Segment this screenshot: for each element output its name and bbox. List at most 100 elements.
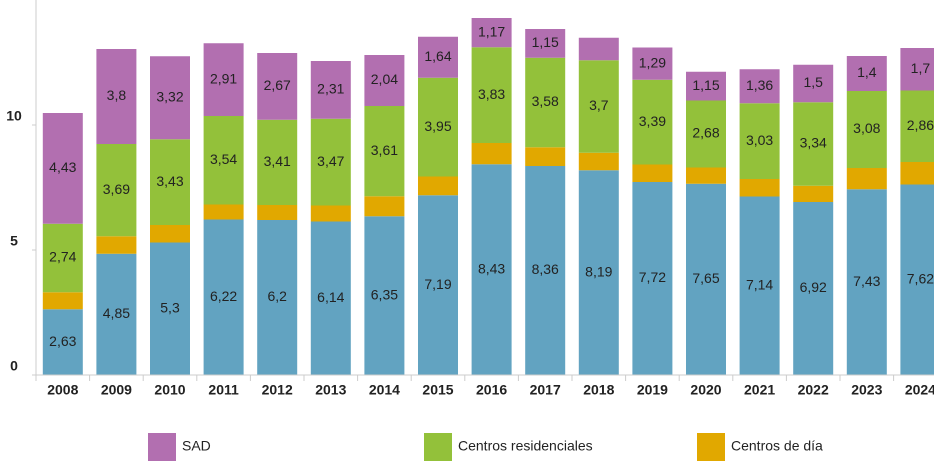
data-label: 2,63 — [49, 333, 76, 349]
x-tick-label: 2010 — [154, 382, 185, 398]
bar-segment — [203, 219, 244, 375]
legend-label: Centros de día — [731, 438, 823, 454]
bar-segment — [418, 195, 458, 375]
bar-segment — [686, 183, 726, 375]
bar-segment — [686, 167, 726, 184]
data-label: 3,32 — [156, 88, 183, 104]
bar-segment — [150, 56, 190, 140]
data-label: 1,64 — [424, 48, 451, 64]
bar-segment — [418, 77, 458, 177]
data-label: 3,34 — [800, 135, 827, 151]
data-label: 3,54 — [210, 151, 237, 167]
data-label: 6,92 — [800, 279, 827, 295]
data-label: 6,14 — [317, 289, 344, 305]
bar-segment — [793, 102, 834, 186]
x-tick-label: 2008 — [47, 382, 78, 398]
data-label: 3,8 — [107, 87, 127, 103]
y-tick-label: 10 — [6, 108, 22, 124]
bar-segment — [578, 152, 619, 171]
bar-segment — [310, 221, 351, 375]
data-label: 2,04 — [371, 71, 398, 87]
bar-segment — [686, 71, 726, 101]
data-label: 1,17 — [478, 23, 505, 39]
bar-segment — [578, 60, 619, 153]
bar-segment — [632, 182, 673, 375]
x-tick-label: 2011 — [208, 382, 239, 398]
data-label: 2,86 — [907, 117, 934, 133]
bar-segment — [310, 61, 351, 119]
x-tick-label: 2021 — [744, 382, 775, 398]
legend-swatch — [424, 433, 452, 461]
data-label: 1,15 — [692, 77, 719, 93]
data-label: 7,65 — [692, 270, 719, 286]
x-tick-label: 2022 — [798, 382, 829, 398]
bar-segment — [150, 225, 190, 243]
bar-segment — [739, 69, 780, 104]
data-label: 3,47 — [317, 153, 344, 169]
data-label: 6,2 — [267, 288, 287, 304]
bar-segment — [257, 53, 298, 120]
bar-segment — [96, 236, 137, 254]
bar-segment — [793, 64, 834, 103]
x-tick-label: 2016 — [476, 382, 507, 398]
bar-segment — [632, 164, 673, 182]
bar-segment — [96, 144, 137, 237]
x-tick-label: 2024 — [905, 382, 934, 398]
bar-segment — [42, 113, 83, 224]
bar-segment — [846, 56, 887, 91]
data-label: 7,72 — [639, 269, 666, 285]
data-label: 7,19 — [424, 276, 451, 292]
x-tick-label: 2017 — [530, 382, 561, 398]
data-label: 6,22 — [210, 288, 237, 304]
bar-segment — [471, 47, 512, 143]
bar-segment — [793, 185, 834, 202]
legend-swatch — [148, 433, 176, 461]
data-label: 3,61 — [371, 142, 398, 158]
data-label: 2,67 — [264, 77, 291, 93]
bar-segment — [846, 91, 887, 168]
bar-segment — [96, 253, 137, 375]
bar-segment — [632, 79, 673, 165]
bar-segment — [364, 196, 405, 217]
bar-segment — [310, 205, 351, 222]
data-label: 7,62 — [907, 270, 934, 286]
bar-segment — [739, 103, 780, 179]
legend-label: SAD — [182, 438, 211, 454]
data-label: 1,5 — [803, 74, 823, 90]
bar-segment — [900, 90, 934, 162]
x-tick-label: 2020 — [690, 382, 721, 398]
data-label: 3,39 — [639, 113, 666, 129]
data-label: 1,7 — [911, 60, 931, 76]
bar-segment — [150, 242, 190, 375]
bar-segment — [42, 309, 83, 375]
bar-segment — [632, 47, 673, 80]
x-tick-label: 2023 — [851, 382, 882, 398]
data-label: 5,3 — [160, 299, 180, 315]
data-label: 3,83 — [478, 86, 505, 102]
data-label: 3,03 — [746, 132, 773, 148]
bar-segment — [96, 49, 137, 144]
bar-segment — [257, 220, 298, 375]
y-tick-label: 5 — [10, 233, 18, 249]
bar-segment — [846, 168, 887, 190]
data-label: 8,43 — [478, 260, 505, 276]
data-label: 3,7 — [589, 97, 609, 113]
bar-segment — [739, 196, 780, 375]
legend-label: Centros residenciales — [458, 438, 593, 454]
bar-segment — [739, 179, 780, 197]
data-label: 6,35 — [371, 286, 398, 302]
data-label: 2,74 — [49, 249, 76, 265]
data-label: 3,95 — [424, 118, 451, 134]
data-label: 1,36 — [746, 77, 773, 93]
data-label: 8,19 — [585, 263, 612, 279]
x-tick-label: 2018 — [583, 382, 614, 398]
data-label: 3,69 — [103, 181, 130, 197]
bar-segment — [525, 166, 566, 375]
bar-segment — [203, 116, 244, 205]
bar-segment — [471, 164, 512, 375]
y-tick-label: 0 — [10, 358, 18, 374]
data-label: 1,15 — [532, 34, 559, 50]
data-label: 1,4 — [857, 64, 877, 80]
data-label: 3,58 — [532, 93, 559, 109]
